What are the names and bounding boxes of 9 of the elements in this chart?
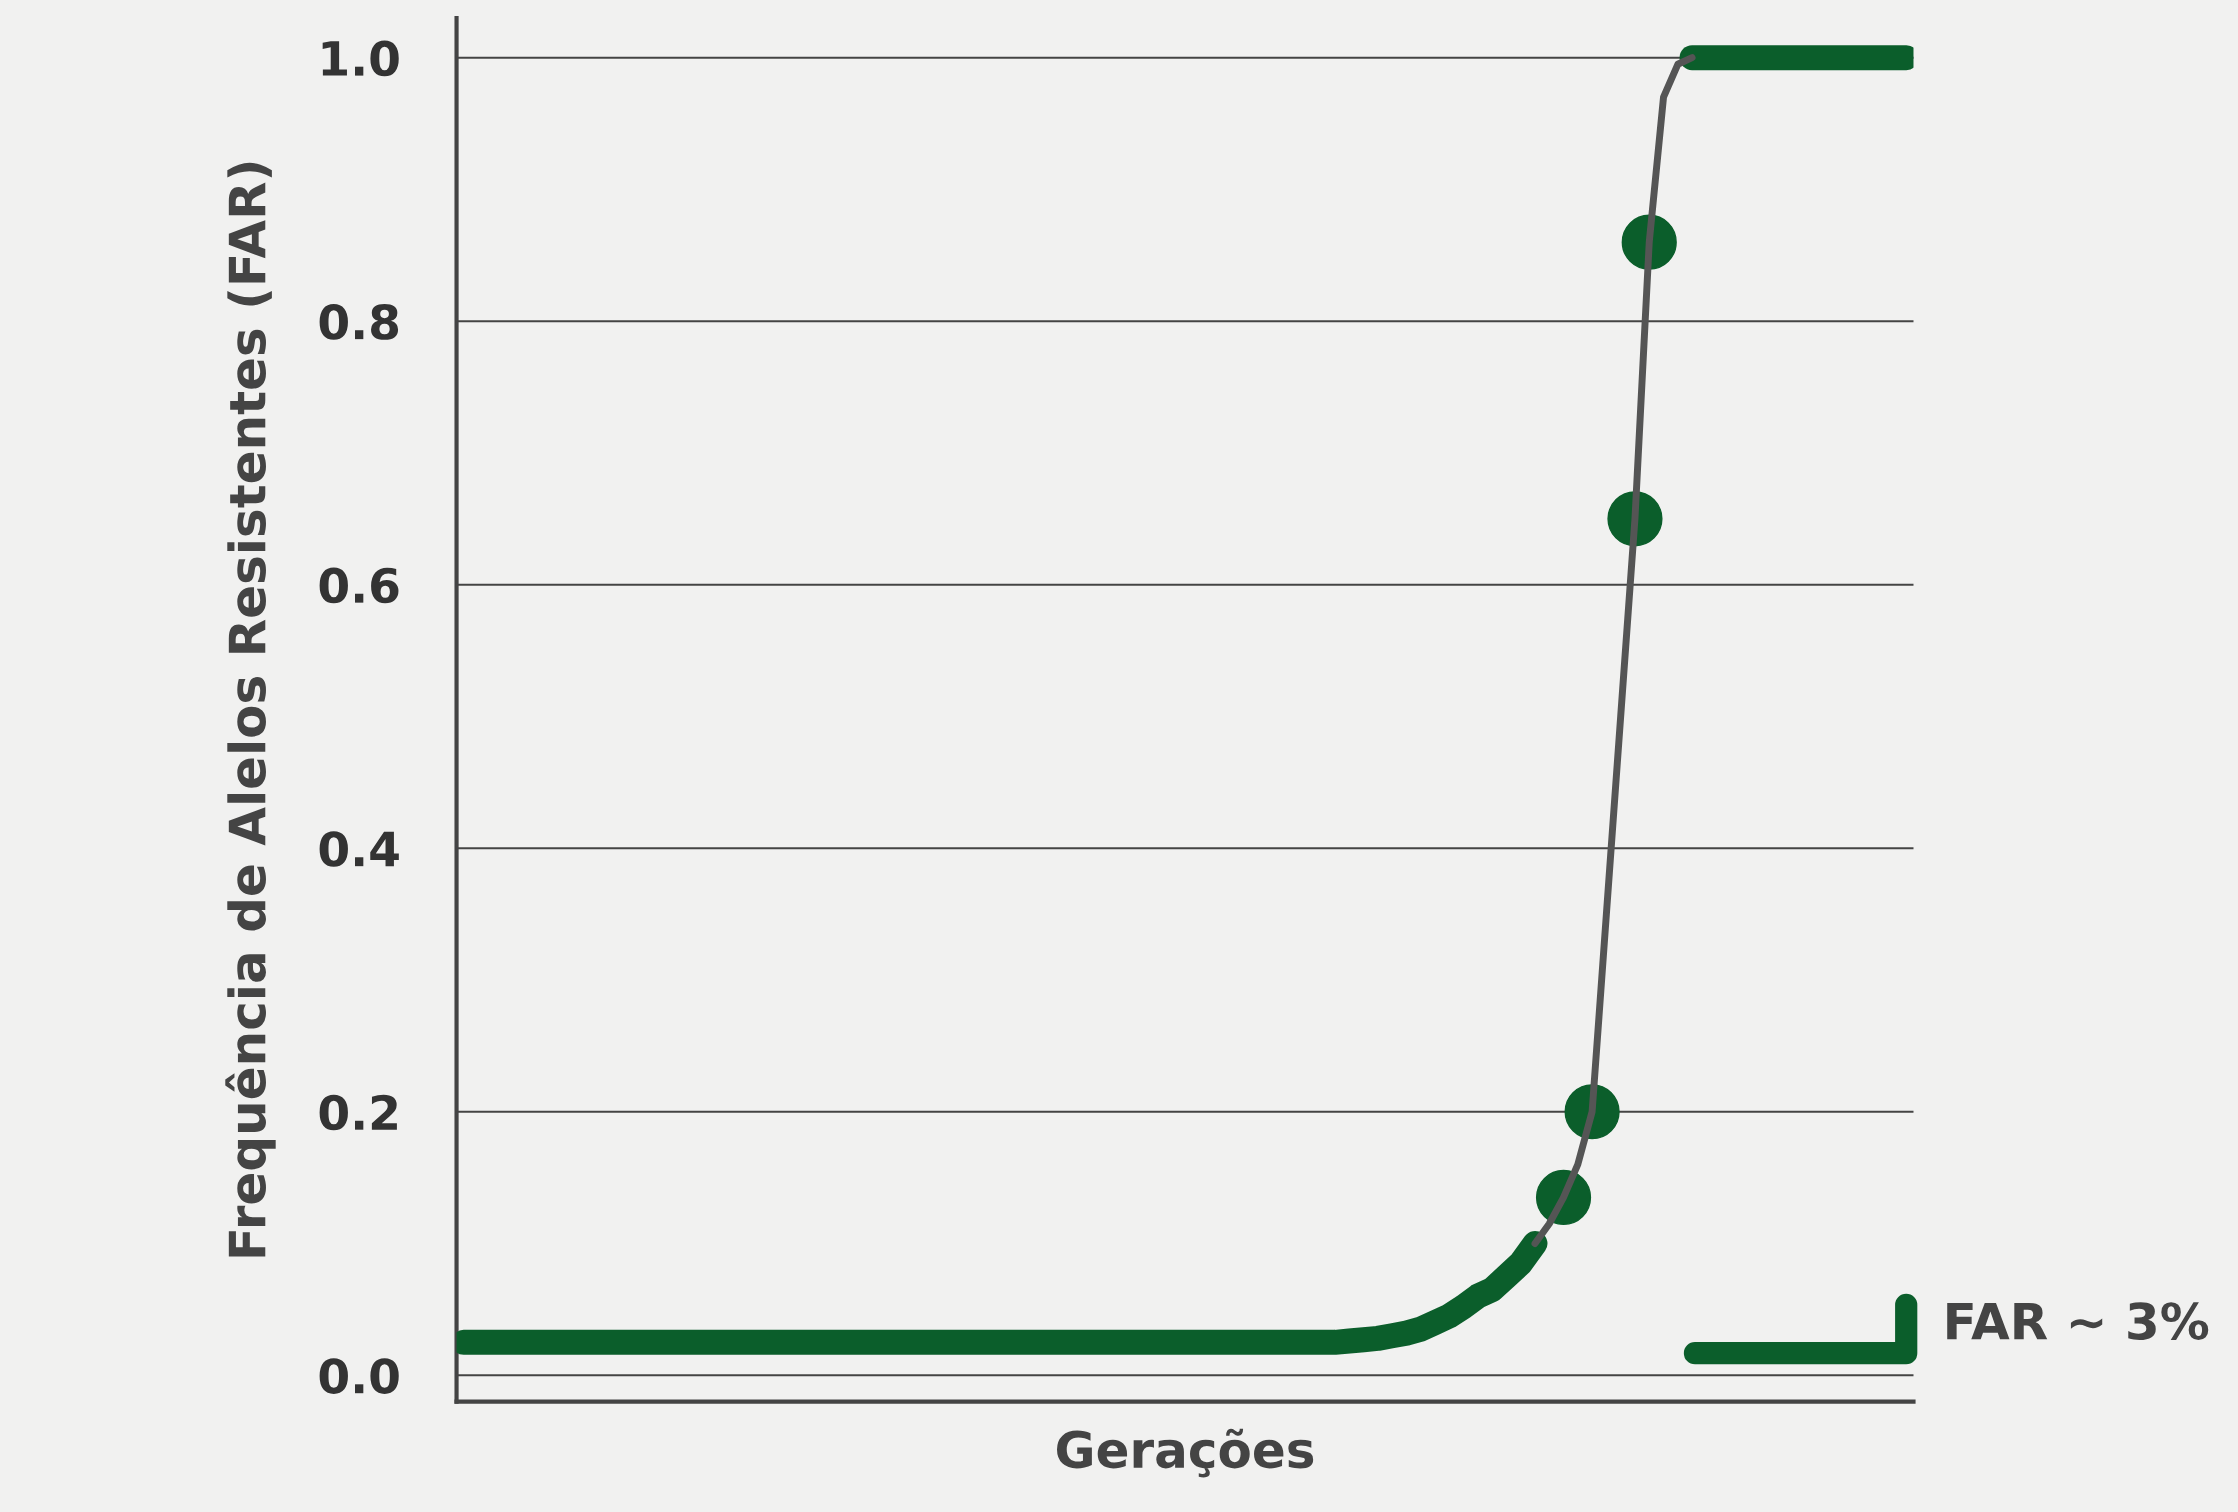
y-tick-label: 0.2 [319,1094,397,1131]
x-axis-title: Gerações [1057,1428,1314,1478]
y-tick-label: 0.4 [319,831,399,867]
text: FAR ~ 3% [1947,1302,2209,1341]
y-tick-label: 0.8 [319,304,399,340]
y-tick-label: 0.0 [319,1358,399,1394]
y-axis-title: Frequência de Alelos Resistentes (FAR) [225,162,276,1257]
y-tick-label: 0.6 [319,567,399,604]
y-tick-label: 1.0 [322,40,399,77]
